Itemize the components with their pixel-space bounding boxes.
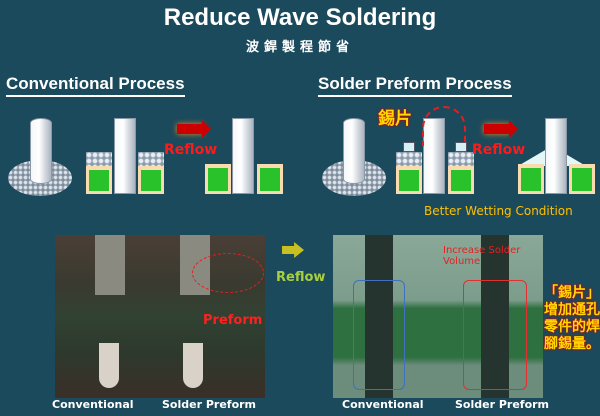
- side-view-photo: Preform: [55, 235, 265, 398]
- pin-cross-section: [365, 235, 393, 398]
- pin-cylinder: [30, 118, 52, 184]
- solder-outline: [353, 280, 405, 390]
- pad: [205, 164, 231, 194]
- solder-joint: [99, 343, 119, 388]
- pad: [569, 164, 595, 194]
- preform-highlight: [192, 253, 264, 293]
- pin: [114, 118, 136, 194]
- pad: [396, 166, 422, 194]
- arrow-right-icon: [177, 120, 211, 138]
- side-note: 「錫片」增加通孔零件的焊腳錫量。: [544, 285, 600, 352]
- pin-cross-section: [481, 235, 509, 398]
- pin: [545, 118, 567, 194]
- paste: [396, 152, 422, 166]
- preform-tag: Preform: [203, 313, 263, 328]
- wetting-note: Better Wetting Condition: [424, 204, 573, 218]
- arrow-right-icon: [282, 242, 304, 258]
- preform-heading: Solder Preform Process: [318, 74, 512, 97]
- slide-title: Reduce Wave Soldering: [163, 4, 437, 31]
- tin-label: 錫片: [378, 109, 412, 129]
- conventional-heading: Conventional Process: [6, 74, 185, 97]
- preform-chip: [455, 142, 467, 152]
- pin-cylinder: [343, 118, 365, 184]
- pad: [257, 164, 283, 194]
- preform-chip: [403, 142, 415, 152]
- paste: [448, 152, 474, 166]
- reflow-label: Reflow: [164, 142, 218, 158]
- lead: [95, 235, 125, 295]
- volume-note: Increase Solder Volume: [443, 245, 521, 267]
- pad: [448, 166, 474, 194]
- solder-outline: [463, 280, 527, 390]
- paste: [86, 152, 112, 166]
- arrow-right-icon: [484, 120, 518, 138]
- transfer-arrow-icon: [422, 106, 466, 146]
- pin: [232, 118, 254, 194]
- caption-conventional: Conventional: [52, 398, 134, 411]
- caption-solder-preform: Solder Preform: [162, 398, 257, 411]
- photo-reflow-label: Reflow: [276, 270, 326, 285]
- slide-subtitle: 波銲製程節省: [245, 40, 354, 55]
- pad: [138, 166, 164, 194]
- caption-conventional: Conventional: [342, 398, 424, 411]
- solder-joint: [183, 343, 203, 388]
- cross-section-photo: Increase Solder Volume: [333, 235, 543, 398]
- paste: [138, 152, 164, 166]
- reflow-label: Reflow: [472, 142, 526, 158]
- caption-solder-preform: Solder Preform: [455, 398, 550, 411]
- pad: [518, 164, 544, 194]
- pad: [86, 166, 112, 194]
